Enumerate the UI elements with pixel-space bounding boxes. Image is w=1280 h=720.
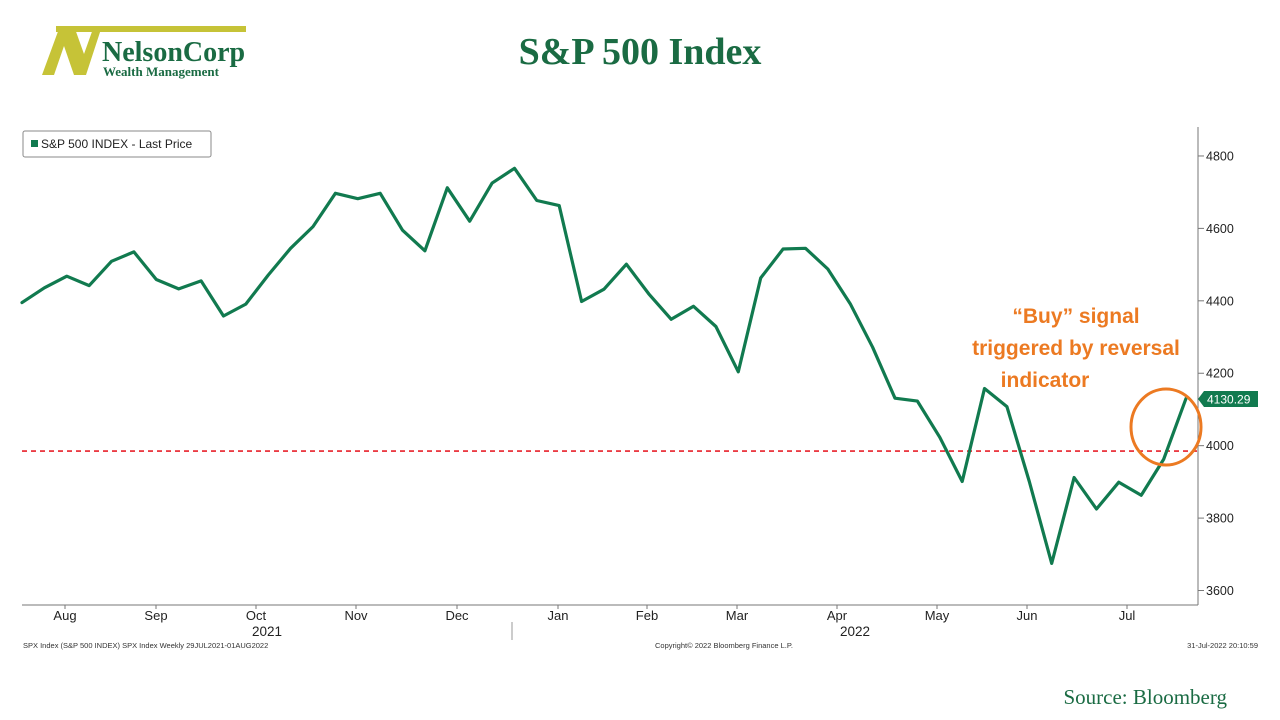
footnote-left: SPX Index (S&P 500 INDEX) SPX Index Week… [23, 641, 268, 650]
legend-box [22, 130, 212, 158]
logo-subtitle: Wealth Management [103, 64, 220, 79]
plot-frame [22, 127, 1199, 640]
y-tick-label: 3600 [1206, 584, 1234, 598]
last-value-label: 4130.29 [1207, 393, 1251, 407]
logo-top-bar [56, 26, 246, 32]
series-line-sp500 [20, 166, 1188, 566]
y-tick-label: 4400 [1206, 294, 1234, 308]
y-tick-label: 4600 [1206, 222, 1234, 236]
annotation-line-1: “Buy” signal [1012, 305, 1139, 328]
y-tick-label: 4200 [1206, 367, 1234, 381]
x-tick-label: Mar [726, 608, 749, 623]
footnote-right: 31-Jul-2022 20:10:59 [1187, 641, 1258, 650]
legend: S&P 500 INDEX - Last Price [22, 130, 212, 158]
last-value-marker [1198, 391, 1258, 407]
x-year-label: 2022 [840, 624, 870, 639]
footnote-center: Copyright© 2022 Bloomberg Finance L.P. [655, 641, 793, 650]
source-note: Source: Bloomberg [1063, 685, 1227, 709]
page-title: S&P 500 Index [518, 31, 762, 73]
annotation-line-3: indicator [1001, 369, 1090, 392]
logo-name: NelsonCorp [102, 37, 245, 68]
x-year-label: 2021 [252, 624, 282, 639]
legend-swatch [31, 140, 38, 147]
x-tick-label: Sep [144, 608, 167, 623]
signal-circle [1129, 387, 1203, 467]
y-tick-label: 4800 [1206, 149, 1234, 163]
x-tick-label: Apr [827, 608, 848, 623]
x-tick-label: Feb [636, 608, 658, 623]
x-tick-label: Jun [1017, 608, 1038, 623]
legend-label: S&P 500 INDEX - Last Price [41, 137, 193, 151]
annotation-line-2: triggered by reversal [972, 337, 1180, 360]
footnotes: SPX Index (S&P 500 INDEX) SPX Index Week… [23, 641, 1258, 650]
last-value-tag: 4130.29 [1198, 391, 1258, 407]
logo-n-mark [42, 26, 102, 75]
x-tick-label: Aug [53, 608, 76, 623]
annotation: “Buy” signal triggered by reversal indic… [972, 305, 1180, 392]
nelsoncorp-logo: NelsonCorp Wealth Management [42, 26, 246, 79]
y-tick-label: 4000 [1206, 439, 1234, 453]
y-tick-label: 3800 [1206, 512, 1234, 526]
x-tick-label: Jan [548, 608, 569, 623]
x-tick-label: Oct [246, 608, 267, 623]
x-tick-label: Nov [344, 608, 368, 623]
x-tick-label: Jul [1119, 608, 1136, 623]
x-tick-label: May [925, 608, 950, 623]
x-tick-label: Dec [445, 608, 469, 623]
